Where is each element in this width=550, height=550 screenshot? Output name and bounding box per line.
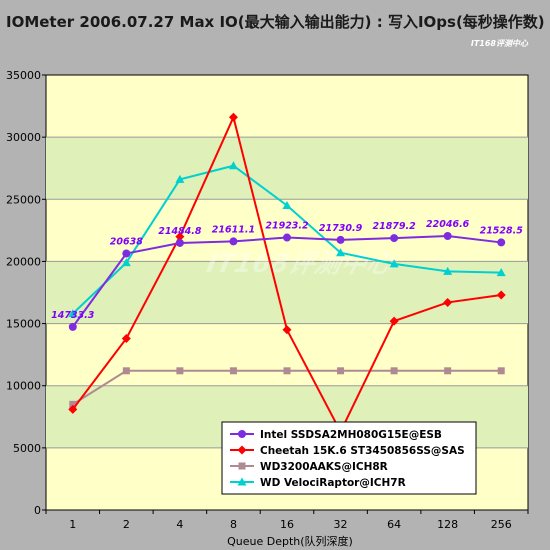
- x-tick-label: 64: [387, 518, 401, 531]
- series-3-point-5: [336, 248, 346, 257]
- watermark: IT168评测中心: [204, 249, 397, 279]
- series-2-point-7: [444, 367, 452, 375]
- series-3-point-2: [175, 174, 185, 183]
- x-tick-label: 2: [123, 518, 130, 531]
- legend-label-2: WD3200AAKS@ICH8R: [260, 461, 388, 473]
- series-3: [68, 161, 506, 318]
- legend-box: [221, 421, 477, 495]
- x-tick-label: 256: [491, 518, 512, 531]
- data-label: 21484.8: [158, 226, 202, 237]
- y-tick-label: 30000: [6, 131, 41, 144]
- series-3-point-0: [68, 309, 78, 318]
- series-3-point-1: [121, 258, 131, 267]
- y-axis: 0 5000 10000 15000 20000 25000 30000 35000: [6, 69, 46, 517]
- legend-label-1: Cheetah 15K.6 ST3450856SS@SAS: [260, 445, 465, 457]
- series-1-point-4: [282, 325, 292, 335]
- series-0-point-1: [122, 249, 131, 258]
- x-tick-label: 16: [280, 518, 294, 531]
- plot-area: [45, 74, 529, 511]
- y-tick-label: 15000: [6, 318, 41, 331]
- series-2-point-3: [229, 367, 237, 375]
- plot-band: [46, 137, 528, 200]
- legend-marker-3: [237, 477, 247, 486]
- y-tick-label: 5000: [13, 442, 41, 455]
- series-0-point-0: [68, 322, 77, 331]
- legend-label-3: WD VelociRaptor@ICH7R: [260, 477, 406, 489]
- legend-marker-2: [238, 462, 246, 470]
- series-3-point-8: [496, 268, 506, 277]
- series-2-point-1: [122, 367, 130, 375]
- x-tick-label: 1: [69, 518, 76, 531]
- data-label: 21730.9: [319, 223, 363, 234]
- series-2-point-8: [497, 367, 505, 375]
- legend: Intel SSDSA2MH080G15E@ESB Cheetah 15K.6 S…: [221, 421, 477, 495]
- brand-label: IT168评测中心: [471, 39, 529, 48]
- series-1-point-2: [175, 232, 185, 242]
- x-axis-label: Queue Depth(队列深度): [227, 534, 353, 548]
- data-label: 21923.2: [265, 221, 309, 232]
- y-tick-label: 10000: [6, 380, 41, 393]
- series-1-point-8: [496, 290, 506, 300]
- series-2-point-2: [176, 367, 184, 375]
- series-0-point-5: [336, 235, 345, 244]
- data-label: 21528.5: [480, 225, 524, 236]
- series-2: [69, 367, 505, 408]
- legend-marker-1: [237, 445, 247, 455]
- series-1-point-1: [121, 333, 131, 343]
- series-0-point-2: [175, 238, 184, 247]
- y-tick-label: 0: [34, 504, 41, 517]
- data-label: 21611.1: [212, 224, 255, 235]
- data-label: 21879.2: [372, 221, 416, 232]
- x-axis: 1 2 4 8 16 32 64 128 256: [45, 510, 529, 531]
- data-labels: 14733.3 20638 21484.8 21611.1 21923.2 21730.9…: [51, 219, 523, 321]
- series-3-point-6: [389, 259, 399, 268]
- series-1-point-7: [443, 297, 453, 307]
- series-0-point-4: [283, 233, 291, 242]
- series-3-point-4: [282, 201, 292, 209]
- legend-label-0: Intel SSDSA2MH080G15E@ESB: [260, 429, 442, 441]
- series-2-point-0: [69, 400, 77, 408]
- series-0: [68, 231, 506, 331]
- x-tick-label: 128: [437, 518, 458, 531]
- series-0-point-3: [229, 237, 238, 246]
- y-tick-label: 35000: [6, 69, 41, 82]
- x-tick-label: 4: [176, 518, 183, 531]
- chart-title: IOMeter 2006.07.27 Max IO(最大输入输出能力) : 写入…: [6, 13, 545, 31]
- series-2-point-4: [283, 367, 291, 375]
- x-tick-label: 32: [334, 518, 348, 531]
- x-tick-label: 8: [230, 518, 237, 531]
- data-label: 20638: [110, 236, 143, 247]
- y-tick-label: 20000: [6, 255, 41, 268]
- series-0-point-7: [443, 231, 452, 240]
- series-1-point-3: [228, 112, 238, 122]
- data-label: 14733.3: [51, 310, 95, 321]
- series-1-point-6: [389, 316, 399, 326]
- data-label: 22046.6: [426, 219, 470, 230]
- series-2-point-6: [390, 367, 398, 375]
- series-2-point-5: [337, 367, 345, 375]
- series-0-point-6: [390, 234, 399, 243]
- series-layer: [68, 112, 506, 437]
- legend-marker-0: [238, 430, 246, 438]
- series-1-point-0: [68, 404, 78, 414]
- series-0-point-8: [497, 238, 506, 247]
- series-3-point-7: [443, 266, 453, 275]
- y-tick-label: 25000: [6, 193, 41, 206]
- series-3-point-3: [228, 161, 238, 170]
